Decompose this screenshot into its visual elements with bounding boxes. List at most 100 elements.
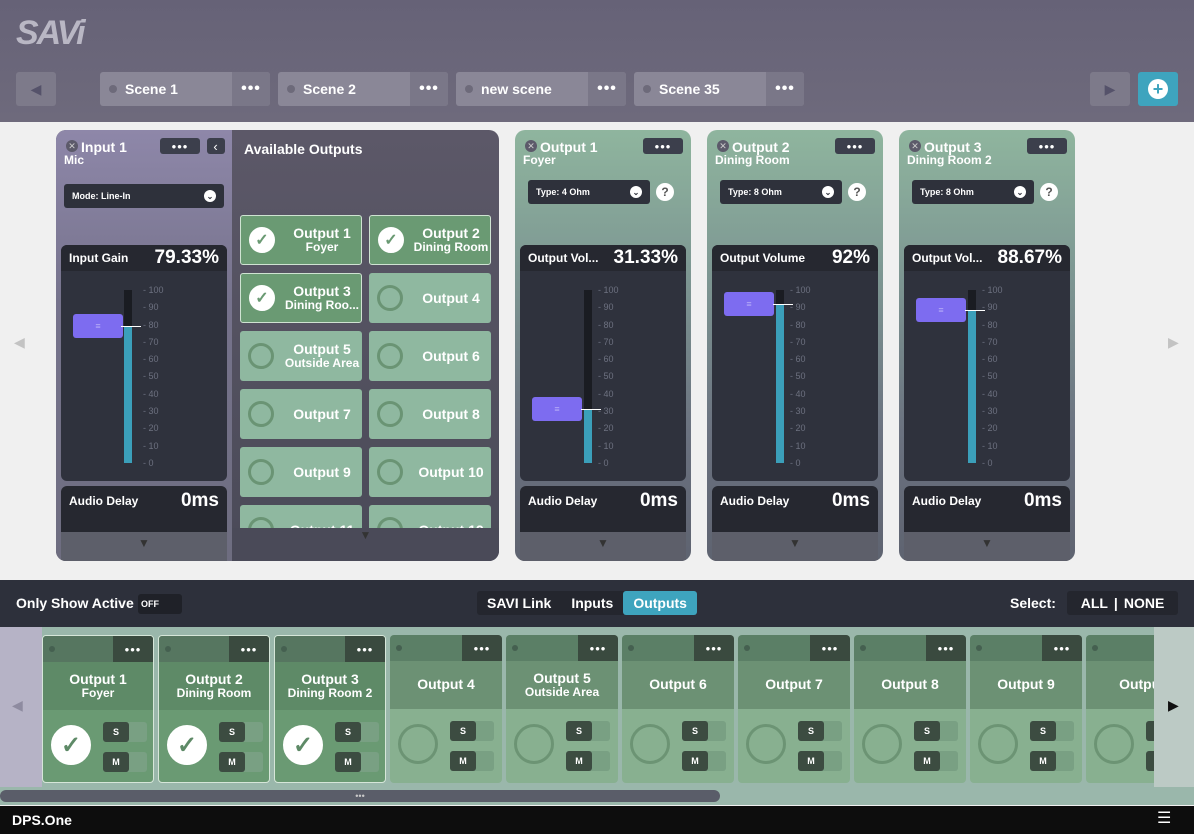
strip-next-arrow-icon[interactable]: ▶ bbox=[1168, 697, 1179, 713]
output-more-button[interactable]: ••• bbox=[643, 138, 683, 154]
check-icon[interactable]: ✓ bbox=[283, 725, 323, 765]
available-output-toggle[interactable]: Output 4 bbox=[369, 273, 491, 323]
available-output-toggle[interactable]: Output 9 bbox=[240, 447, 362, 497]
strip-prev-arrow-icon[interactable]: ◀ bbox=[12, 697, 23, 713]
scene-more-button[interactable]: ••• bbox=[766, 72, 804, 106]
scene-tab[interactable]: new scene ••• bbox=[456, 72, 626, 106]
input-more-button[interactable]: ••• bbox=[160, 138, 200, 154]
solo-button[interactable]: S bbox=[914, 721, 958, 741]
select-all-button[interactable]: ALL bbox=[1080, 595, 1108, 611]
scene-more-button[interactable]: ••• bbox=[588, 72, 626, 106]
output-more-button[interactable]: ••• bbox=[1027, 138, 1067, 154]
scene-tab[interactable]: Scene 35 ••• bbox=[634, 72, 804, 106]
gain-fader-handle[interactable]: ≡ bbox=[73, 313, 123, 338]
radio-empty-icon[interactable] bbox=[1094, 724, 1134, 764]
radio-empty-icon[interactable] bbox=[746, 724, 786, 764]
mute-button[interactable]: M bbox=[450, 751, 494, 771]
scene-more-button[interactable]: ••• bbox=[232, 72, 270, 106]
strip-output-card[interactable]: ••• Output 2 Dining Room ✓ S M bbox=[158, 635, 270, 783]
mute-button[interactable]: M bbox=[219, 752, 263, 772]
scene-tab[interactable]: Scene 2 ••• bbox=[278, 72, 448, 106]
mute-button[interactable]: M bbox=[1030, 751, 1074, 771]
solo-button[interactable]: S bbox=[566, 721, 610, 741]
available-output-toggle[interactable]: ✓ Output 1 Foyer bbox=[240, 215, 362, 265]
solo-button[interactable]: S bbox=[682, 721, 726, 741]
solo-button[interactable]: S bbox=[450, 721, 494, 741]
radio-empty-icon[interactable] bbox=[862, 724, 902, 764]
scene-more-button[interactable]: ••• bbox=[410, 72, 448, 106]
radio-empty-icon[interactable] bbox=[978, 724, 1018, 764]
strip-more-button[interactable]: ••• bbox=[926, 635, 966, 661]
available-output-toggle[interactable]: Output 5 Outside Area bbox=[240, 331, 362, 381]
help-icon[interactable]: ? bbox=[848, 183, 866, 201]
strip-output-card[interactable]: ••• Output 1 Foyer ✓ S M bbox=[42, 635, 154, 783]
volume-fader-track[interactable] bbox=[776, 290, 784, 463]
only-show-active-toggle[interactable]: OFF bbox=[138, 594, 182, 614]
type-select[interactable]: Type: 8 Ohm ⌄ bbox=[720, 180, 842, 204]
available-output-toggle[interactable]: Output 6 bbox=[369, 331, 491, 381]
available-output-toggle[interactable]: Output 8 bbox=[369, 389, 491, 439]
radio-empty-icon[interactable] bbox=[630, 724, 670, 764]
scene-next-button[interactable]: ▶ bbox=[1090, 72, 1130, 106]
close-icon[interactable]: ✕ bbox=[66, 140, 78, 152]
available-output-toggle[interactable]: Output 12 bbox=[369, 505, 491, 528]
available-output-toggle[interactable]: Output 10 bbox=[369, 447, 491, 497]
scene-prev-button[interactable]: ◀ bbox=[16, 72, 56, 106]
close-icon[interactable]: ✕ bbox=[717, 140, 729, 152]
type-select[interactable]: Type: 8 Ohm ⌄ bbox=[912, 180, 1034, 204]
radio-empty-icon[interactable] bbox=[398, 724, 438, 764]
mute-button[interactable]: M bbox=[566, 751, 610, 771]
available-output-toggle[interactable]: Output 11 bbox=[240, 505, 362, 528]
volume-fader-handle[interactable]: ≡ bbox=[532, 396, 582, 421]
mute-button[interactable]: M bbox=[798, 751, 842, 771]
tab-outputs[interactable]: Outputs bbox=[623, 591, 697, 615]
close-icon[interactable]: ✕ bbox=[525, 140, 537, 152]
strip-output-card[interactable]: ••• Output SM bbox=[1086, 635, 1154, 783]
available-output-toggle[interactable]: Output 7 bbox=[240, 389, 362, 439]
collapse-button[interactable]: ‹ bbox=[207, 138, 225, 154]
solo-button[interactable]: S bbox=[103, 722, 147, 742]
check-icon[interactable]: ✓ bbox=[51, 725, 91, 765]
mute-button[interactable]: M bbox=[914, 751, 958, 771]
strip-more-button[interactable]: ••• bbox=[1042, 635, 1082, 661]
help-icon[interactable]: ? bbox=[656, 183, 674, 201]
mode-select[interactable]: Mode: Line-In ⌄ bbox=[64, 184, 224, 208]
strip-more-button[interactable]: ••• bbox=[578, 635, 618, 661]
output-expand-bar[interactable]: ▼ bbox=[904, 532, 1070, 561]
select-none-button[interactable]: NONE bbox=[1123, 595, 1165, 611]
available-expand-bar[interactable]: ▼ bbox=[232, 528, 499, 561]
output-expand-bar[interactable]: ▼ bbox=[520, 532, 686, 561]
tab-inputs[interactable]: Inputs bbox=[571, 595, 614, 611]
add-scene-button[interactable]: + bbox=[1138, 72, 1178, 106]
tab-savi-link[interactable]: SAVI Link bbox=[487, 595, 552, 611]
mute-button[interactable]: M bbox=[335, 752, 379, 772]
help-icon[interactable]: ? bbox=[1040, 183, 1058, 201]
strip-more-button[interactable]: ••• bbox=[345, 636, 385, 662]
strip-more-button[interactable]: ••• bbox=[810, 635, 850, 661]
strip-output-card[interactable]: ••• Output 5 Outside Area S M bbox=[506, 635, 618, 783]
available-output-toggle[interactable]: ✓ Output 3 Dining Roo... bbox=[240, 273, 362, 323]
input-expand-bar[interactable]: ▼ bbox=[61, 532, 227, 561]
main-prev-arrow-icon[interactable]: ◀ bbox=[14, 334, 25, 350]
check-icon[interactable]: ✓ bbox=[167, 725, 207, 765]
volume-fader-handle[interactable]: ≡ bbox=[724, 291, 774, 316]
strip-more-button[interactable]: ••• bbox=[229, 636, 269, 662]
strip-more-button[interactable]: ••• bbox=[694, 635, 734, 661]
mute-button[interactable]: M bbox=[682, 751, 726, 771]
scene-tab[interactable]: Scene 1 ••• bbox=[100, 72, 270, 106]
main-next-arrow-icon[interactable]: ▶ bbox=[1168, 334, 1179, 350]
volume-fader-track[interactable] bbox=[968, 290, 976, 463]
solo-button[interactable]: S bbox=[798, 721, 842, 741]
strip-scrollbar[interactable]: ••• bbox=[0, 790, 720, 802]
available-output-toggle[interactable]: ✓ Output 2 Dining Room bbox=[369, 215, 491, 265]
output-expand-bar[interactable]: ▼ bbox=[712, 532, 878, 561]
close-icon[interactable]: ✕ bbox=[909, 140, 921, 152]
volume-fader-track[interactable] bbox=[584, 290, 592, 463]
output-more-button[interactable]: ••• bbox=[835, 138, 875, 154]
type-select[interactable]: Type: 4 Ohm ⌄ bbox=[528, 180, 650, 204]
